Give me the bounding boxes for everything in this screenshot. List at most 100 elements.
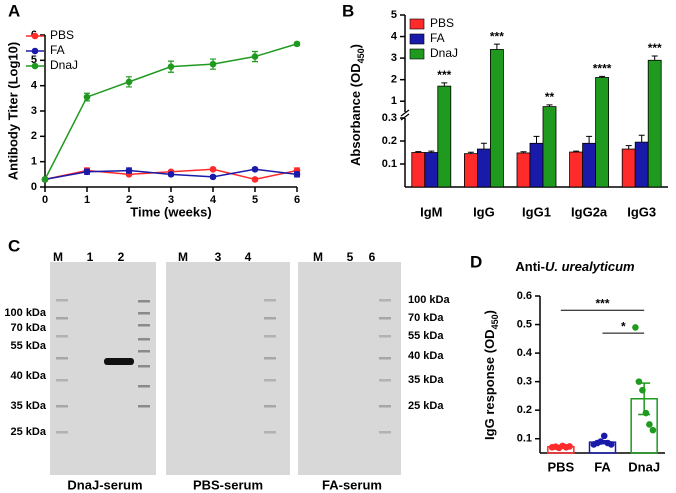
ladder-band: [56, 317, 68, 320]
blot-caption: FA-serum: [322, 477, 382, 492]
data-point: [293, 171, 301, 178]
data-point: [597, 438, 605, 445]
ladder-band: [379, 405, 391, 408]
bar: [582, 142, 596, 188]
ladder-band: [379, 317, 391, 320]
x-tick-label: DnaJ: [628, 459, 660, 474]
y-tick-label: 0.3: [517, 376, 532, 388]
marker-label: 25 kDa: [11, 426, 47, 438]
bar: [463, 153, 478, 188]
y-tick-label: 0.2: [517, 404, 532, 416]
data-point: [642, 409, 650, 417]
marker-label: 55 kDa: [408, 330, 444, 342]
text-part: Anti-: [515, 259, 545, 274]
data-point: [635, 378, 643, 385]
text-part: ): [348, 44, 363, 48]
y-tick-label: 3: [391, 52, 397, 64]
y-tick-label: 0.1: [382, 158, 397, 170]
lane-label: 6: [369, 250, 376, 264]
ladder-band: [56, 357, 68, 360]
error-bar: [638, 134, 645, 143]
ladder-band: [264, 431, 276, 434]
ladder-band: [379, 299, 391, 302]
y-tick-label: 2: [31, 130, 37, 142]
bar: [595, 77, 609, 188]
y-tick-label: 5: [391, 9, 397, 21]
legend-swatch: [409, 48, 425, 60]
x-tick-label: PBS: [547, 459, 574, 474]
significance: *: [621, 319, 626, 333]
data-point: [566, 443, 573, 450]
bar: [647, 59, 662, 188]
marker-label: 70 kDa: [408, 312, 444, 324]
ladder-band: [138, 324, 150, 327]
marker-label: 35 kDa: [408, 374, 444, 386]
x-tick-label: 5: [252, 194, 258, 206]
legend-label: FA: [430, 31, 445, 45]
ladder-band: [56, 405, 68, 408]
ladder-band: [138, 385, 150, 388]
data-point: [251, 165, 259, 173]
y-tick-label: 0.2: [382, 135, 397, 147]
data-point: [209, 165, 217, 173]
marker-label: 35 kDa: [11, 400, 47, 412]
ladder-band: [379, 357, 391, 360]
y-tick-label: 1: [31, 156, 37, 168]
ladder-band: [264, 335, 276, 338]
error-bar: [467, 151, 474, 154]
text-part: IgG response (OD: [482, 329, 497, 440]
y-tick-label: 4: [31, 80, 38, 92]
protein-band: [104, 358, 134, 365]
error-bar: [546, 104, 553, 107]
text-part: 450: [356, 48, 366, 63]
bar: [516, 152, 531, 188]
lane-label: 1: [87, 250, 94, 264]
x-tick-label: IgG1: [522, 204, 551, 219]
panel-label: C: [8, 236, 20, 255]
y-axis-label: Absorbance (OD450): [348, 44, 366, 166]
ladder-band: [56, 335, 68, 338]
significance: ***: [648, 41, 662, 55]
blot-caption: DnaJ-serum: [67, 477, 142, 492]
bar: [569, 151, 583, 188]
lane-label: 3: [215, 250, 222, 264]
error-bar: [533, 135, 540, 144]
data-point: [607, 441, 615, 448]
x-tick-label: IgG2a: [571, 204, 608, 219]
bar: [634, 141, 649, 188]
x-tick-label: 1: [84, 194, 90, 206]
ladder-band: [138, 338, 150, 341]
data-point: [83, 93, 91, 101]
significance: ****: [593, 62, 612, 76]
data-point: [646, 421, 653, 428]
ladder-band: [379, 431, 391, 434]
x-tick-label: 2: [126, 194, 132, 206]
x-tick-label: FA: [594, 459, 611, 474]
text-part: ): [482, 310, 497, 314]
x-tick-label: 0: [42, 194, 48, 206]
marker-label: 100 kDa: [4, 307, 46, 319]
marker-label: 40 kDa: [408, 350, 444, 362]
axis-break: [400, 109, 410, 121]
blot-image: [166, 262, 290, 475]
marker-label: 40 kDa: [11, 370, 47, 382]
data-point: [293, 40, 301, 48]
legend-marker: [31, 47, 39, 55]
error-bar: [599, 75, 606, 78]
ladder-band: [264, 379, 276, 382]
significance: ***: [490, 29, 504, 43]
marker-label: 100 kDa: [408, 294, 450, 306]
legend-label: PBS: [430, 16, 454, 30]
legend-marker: [31, 62, 39, 70]
data-point: [649, 426, 657, 434]
lane-label: 4: [245, 250, 252, 264]
y-tick-label: 0.3: [382, 112, 397, 124]
error-bar: [625, 145, 632, 150]
error-bar: [428, 150, 435, 153]
bar: [529, 142, 544, 188]
panel-label: A: [8, 1, 20, 20]
x-axis-label: Time (weeks): [130, 204, 211, 219]
data-point: [167, 171, 175, 178]
ladder-band: [138, 312, 150, 315]
